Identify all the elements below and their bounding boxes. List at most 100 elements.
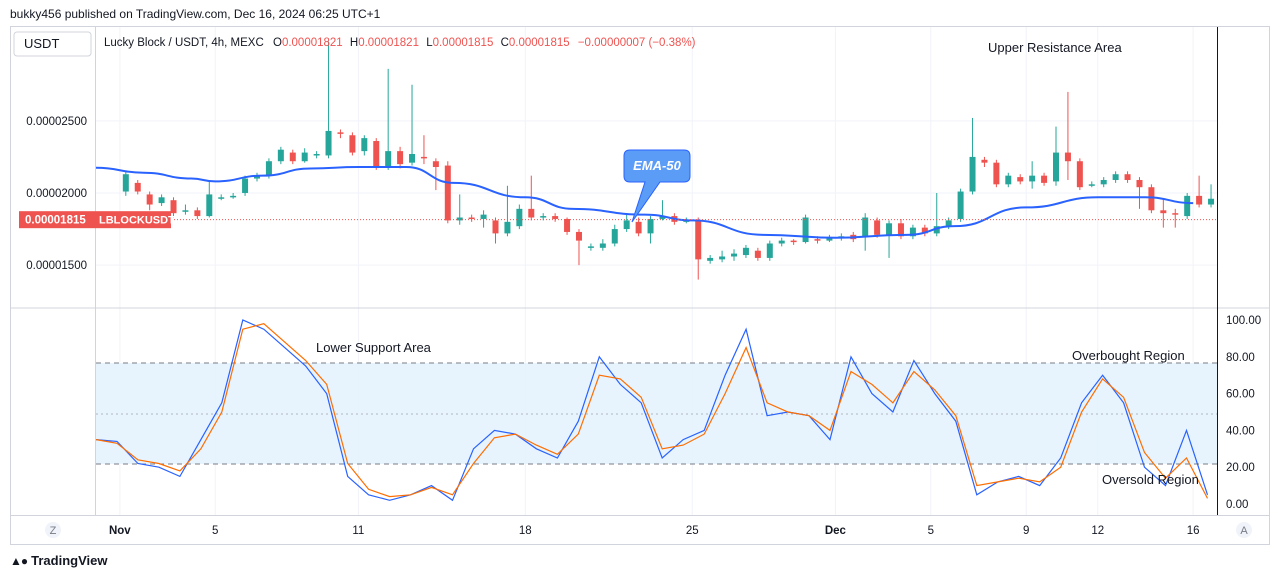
candle-body xyxy=(253,175,260,179)
candle xyxy=(1160,198,1167,228)
candle xyxy=(611,224,618,247)
candle xyxy=(1196,175,1203,208)
candle xyxy=(1172,208,1179,228)
tradingview-brand[interactable]: ▲● TradingView xyxy=(10,553,107,568)
candle xyxy=(1064,91,1071,180)
candle xyxy=(564,217,571,235)
candle xyxy=(993,159,1000,188)
candle-body xyxy=(611,229,618,244)
candle xyxy=(170,197,177,218)
candle xyxy=(1124,171,1131,183)
candle xyxy=(492,217,499,244)
candle xyxy=(480,210,487,228)
stoch-lines-layer xyxy=(96,319,1209,502)
candle xyxy=(552,213,559,222)
candle xyxy=(1005,172,1012,188)
candle xyxy=(409,84,416,166)
candle xyxy=(897,218,904,240)
legend-l-label: L xyxy=(426,37,433,49)
candle-body xyxy=(1005,175,1012,185)
candle-body xyxy=(564,218,571,232)
ema-callout: EMA-50 xyxy=(623,149,691,223)
candle-body xyxy=(754,250,761,258)
time-tick-label: 5 xyxy=(928,525,934,537)
time-tick-label: 16 xyxy=(1187,525,1200,537)
candle-body xyxy=(1017,177,1024,182)
candle xyxy=(373,138,380,170)
candle xyxy=(158,194,165,206)
legend-o-label: O xyxy=(273,37,282,49)
candle-body xyxy=(456,217,463,221)
legend-low: 0.00001815 xyxy=(433,37,494,49)
candle-body xyxy=(409,154,416,163)
candle-body xyxy=(1196,195,1203,205)
candle-body xyxy=(552,216,559,219)
candle-body xyxy=(969,156,976,192)
candle xyxy=(313,151,320,159)
candle xyxy=(623,213,630,232)
candle-body xyxy=(909,227,916,237)
candle-body xyxy=(349,135,356,153)
candle-body xyxy=(742,247,749,256)
candle xyxy=(325,41,332,159)
candle-body xyxy=(170,200,177,214)
timezone-button[interactable]: Z xyxy=(45,522,61,538)
candle-body xyxy=(468,217,475,220)
candle-body xyxy=(957,191,964,219)
candle-body xyxy=(1112,174,1119,180)
candle-body xyxy=(778,240,785,244)
candle xyxy=(1017,174,1024,185)
candle xyxy=(516,204,523,230)
candle xyxy=(361,135,368,156)
time-tick-label: Dec xyxy=(825,525,847,537)
price-tick-label: 0.00002000 xyxy=(26,188,87,200)
candle-body xyxy=(1148,187,1155,211)
candle xyxy=(1208,184,1215,208)
candle xyxy=(218,194,225,201)
auto-scale-button[interactable]: A xyxy=(1236,522,1252,538)
candle xyxy=(134,179,141,195)
candle-body xyxy=(420,156,427,159)
candle-body xyxy=(1208,198,1215,205)
publisher-line: bukky456 published on TradingView.com, D… xyxy=(10,7,381,21)
candle xyxy=(957,188,964,222)
candle-body xyxy=(540,216,547,218)
legend-c-label: C xyxy=(501,37,509,49)
candle-body xyxy=(587,246,594,248)
current-price-tag: 0.00001815 LBLOCKUSDT xyxy=(19,211,175,229)
stoch-d-line xyxy=(96,323,1209,499)
candle xyxy=(921,224,928,237)
candle-body xyxy=(921,227,928,234)
candle xyxy=(1100,177,1107,188)
candle xyxy=(253,172,260,182)
candle-body xyxy=(158,197,165,204)
candle xyxy=(874,217,881,238)
candle xyxy=(194,207,201,219)
currency-button[interactable]: USDT xyxy=(13,31,92,57)
time-tick-label: Nov xyxy=(109,525,131,537)
candle xyxy=(242,175,249,196)
price-axis-labels: 0.00001500 0.00002000 0.00002500 xyxy=(26,116,87,272)
candle xyxy=(731,249,738,261)
candle xyxy=(802,214,809,244)
candle-body xyxy=(325,130,332,156)
candle-body xyxy=(265,161,272,176)
brand-name: TradingView xyxy=(31,553,108,568)
candle-body xyxy=(695,220,702,260)
oscillator-tick-label: 80.00 xyxy=(1226,352,1255,364)
candle-body xyxy=(134,182,141,192)
candle xyxy=(277,146,284,165)
candle-body xyxy=(1100,179,1107,185)
time-axis-labels: Nov 5 11 18 25 Dec 5 9 12 16 xyxy=(109,525,1200,537)
candle xyxy=(504,185,511,237)
candle-body xyxy=(814,239,821,241)
currency-button-label: USDT xyxy=(24,36,59,51)
ema-50-line xyxy=(96,166,1194,239)
candle xyxy=(635,217,642,237)
candle-body xyxy=(444,165,451,221)
candle xyxy=(182,204,189,215)
candle-body xyxy=(599,243,606,248)
candle xyxy=(206,179,213,218)
candle-body xyxy=(635,221,642,234)
